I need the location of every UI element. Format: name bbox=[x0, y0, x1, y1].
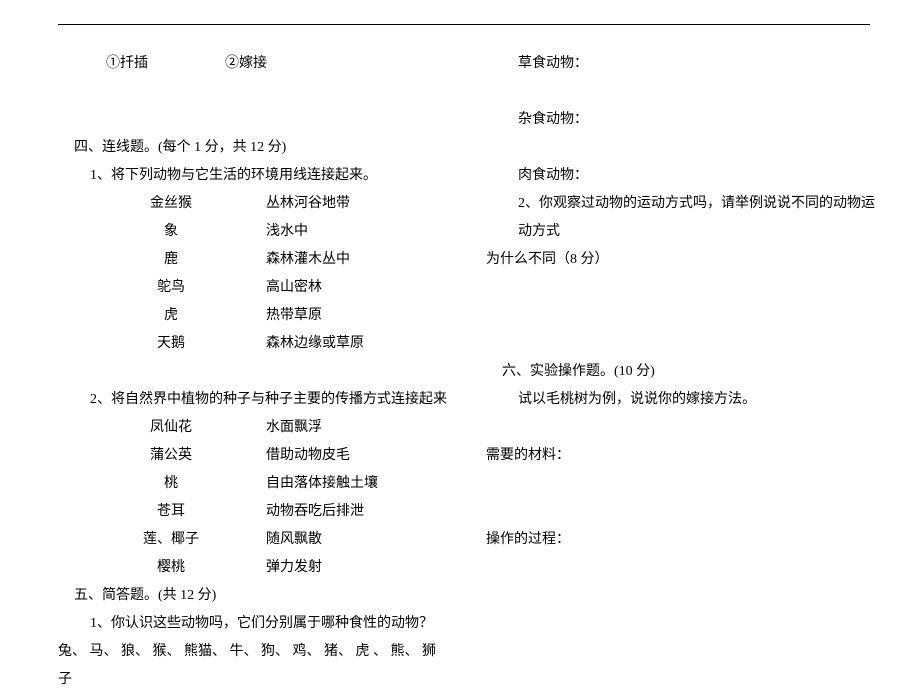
omnivore-label: 杂食动物： bbox=[486, 106, 878, 134]
q4-1-stem: 1、将下列动物与它生活的环境用线连接起来。 bbox=[58, 162, 450, 190]
pair-right: 借助动物皮毛 bbox=[236, 442, 436, 470]
section-5-title: 五、简答题。(共 12 分) bbox=[58, 582, 450, 610]
pair-left: 天鹅 bbox=[106, 330, 236, 358]
q5-1-stem: 1、你认识这些动物吗，它们分别属于哪种食性的动物？ bbox=[58, 610, 450, 638]
right-column: 草食动物： 杂食动物： 肉食动物： 2、你观察过动物的运动方式吗，请举例说说不同… bbox=[486, 50, 878, 694]
section-4-title: 四、连线题。(每个 1 分，共 12 分) bbox=[58, 134, 450, 162]
pair-left: 蒲公英 bbox=[106, 442, 236, 470]
option-row: ①扦插 ②嫁接 bbox=[58, 50, 450, 78]
q4-1-pairs: 金丝猴丛林河谷地带 象浅水中 鹿森林灌木丛中 鸵鸟高山密林 虎热带草原 天鹅森林… bbox=[58, 190, 450, 358]
left-column: ①扦插 ②嫁接 四、连线题。(每个 1 分，共 12 分) 1、将下列动物与它生… bbox=[58, 50, 450, 694]
animals-line-2: 子 bbox=[58, 666, 450, 694]
herbivore-label: 草食动物： bbox=[486, 50, 878, 78]
pair-right: 浅水中 bbox=[236, 218, 436, 246]
page-content: ①扦插 ②嫁接 四、连线题。(每个 1 分，共 12 分) 1、将下列动物与它生… bbox=[58, 50, 878, 694]
pair-left: 莲、椰子 bbox=[106, 526, 236, 554]
q4-2-pairs: 凤仙花水面飘浮 蒲公英借助动物皮毛 桃自由落体接触土壤 苍耳动物吞吃后排泄 莲、… bbox=[58, 414, 450, 582]
pair-left: 虎 bbox=[106, 302, 236, 330]
process-label: 操作的过程： bbox=[486, 526, 878, 554]
horizontal-rule bbox=[58, 24, 870, 25]
pair-left: 鸵鸟 bbox=[106, 274, 236, 302]
animals-line-1: 兔、 马、 狼、 猴、 熊猫、 牛、 狗、 鸡、 猪、 虎 、 熊、 狮 bbox=[58, 638, 450, 666]
option-a: ①扦插 bbox=[106, 56, 148, 71]
pair-left: 苍耳 bbox=[106, 498, 236, 526]
pair-left: 鹿 bbox=[106, 246, 236, 274]
pair-right: 弹力发射 bbox=[236, 554, 436, 582]
pair-right: 森林灌木丛中 bbox=[236, 246, 436, 274]
carnivore-label: 肉食动物： bbox=[486, 162, 878, 190]
materials-label: 需要的材料： bbox=[486, 442, 878, 470]
pair-right: 高山密林 bbox=[236, 274, 436, 302]
pair-right: 随风飘散 bbox=[236, 526, 436, 554]
pair-right: 热带草原 bbox=[236, 302, 436, 330]
section-6-title: 六、实验操作题。(10 分) bbox=[486, 358, 878, 386]
option-b: ②嫁接 bbox=[225, 56, 267, 71]
q4-2-stem: 2、将自然界中植物的种子与种子主要的传播方式连接起来 bbox=[58, 386, 450, 414]
pair-right: 丛林河谷地带 bbox=[236, 190, 436, 218]
pair-right: 森林边缘或草原 bbox=[236, 330, 436, 358]
pair-right: 水面飘浮 bbox=[236, 414, 436, 442]
pair-left: 金丝猴 bbox=[106, 190, 236, 218]
pair-left: 樱桃 bbox=[106, 554, 236, 582]
q5-2-line2: 为什么不同（8 分） bbox=[486, 246, 878, 274]
pair-left: 凤仙花 bbox=[106, 414, 236, 442]
pair-right: 自由落体接触土壤 bbox=[236, 470, 436, 498]
q5-2-line1: 2、你观察过动物的运动方式吗，请举例说说不同的动物运动方式 bbox=[486, 190, 878, 246]
pair-right: 动物吞吃后排泄 bbox=[236, 498, 436, 526]
section-6-intro: 试以毛桃树为例，说说你的嫁接方法。 bbox=[486, 386, 878, 414]
pair-left: 桃 bbox=[106, 470, 236, 498]
pair-left: 象 bbox=[106, 218, 236, 246]
